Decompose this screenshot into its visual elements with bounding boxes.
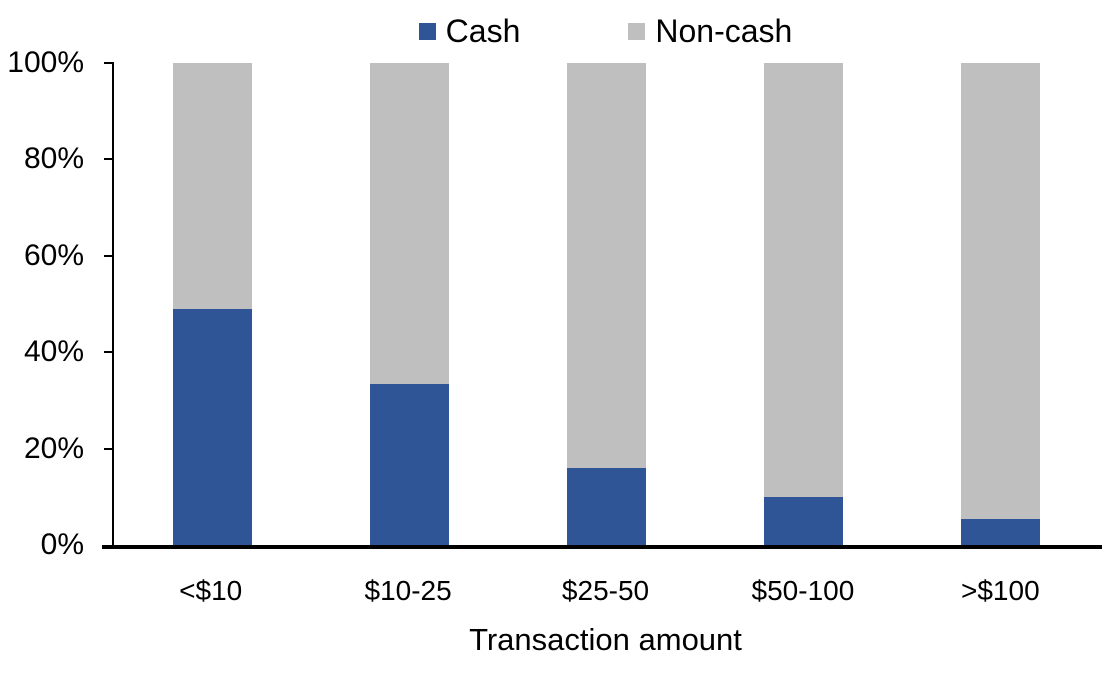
bar-cell-1 xyxy=(311,63,508,545)
y-tick-label: 60% xyxy=(23,238,84,272)
y-tick-label: 20% xyxy=(23,431,84,465)
bar-1 xyxy=(370,63,449,545)
bar-segment-cash-0 xyxy=(173,308,252,545)
y-tick-label: 80% xyxy=(23,142,84,176)
plot-area xyxy=(104,62,1099,545)
bar-cell-2 xyxy=(508,63,705,545)
bar-segment-cash-2 xyxy=(567,467,646,545)
bar-segment-cash-1 xyxy=(370,383,449,545)
legend-swatch-cash xyxy=(418,22,436,40)
legend-swatch-non-cash xyxy=(628,22,646,40)
bar-segment-non-cash-3 xyxy=(764,63,843,497)
y-tick-mark xyxy=(104,447,114,450)
x-tick-label-2: $25-50 xyxy=(561,575,650,606)
bar-segment-cash-4 xyxy=(961,518,1040,545)
bar-segment-non-cash-1 xyxy=(370,63,449,384)
bar-4 xyxy=(961,63,1040,545)
bars xyxy=(114,63,1099,545)
x-axis-labels: <$10 $10-25 $25-50 $50-100 >$100 xyxy=(112,574,1099,608)
x-tick-label-4: >$100 xyxy=(961,575,1040,606)
bar-0 xyxy=(173,63,252,545)
bar-cell-0 xyxy=(114,63,311,545)
x-axis-title: Transaction amount xyxy=(469,622,742,657)
x-tick-label-0: <$10 xyxy=(179,575,243,606)
y-tick-mark xyxy=(104,158,114,161)
x-axis-line xyxy=(102,545,1102,549)
bar-3 xyxy=(764,63,843,545)
bar-cell-3 xyxy=(705,63,902,545)
legend-item-cash: Cash xyxy=(418,12,521,50)
bar-segment-non-cash-2 xyxy=(567,63,646,468)
bar-segment-cash-3 xyxy=(764,496,843,545)
bar-segment-non-cash-4 xyxy=(961,63,1040,519)
y-tick-label: 0% xyxy=(40,528,84,561)
legend-item-non-cash: Non-cash xyxy=(628,12,792,50)
y-tick-mark xyxy=(104,62,114,64)
legend-label: Non-cash xyxy=(655,13,793,49)
bar-cell-4 xyxy=(902,63,1099,545)
legend-label: Cash xyxy=(445,13,521,49)
x-tick-label-3: $50-100 xyxy=(751,575,855,606)
y-axis-labels: 100% 80% 60% 40% 20% 0% xyxy=(0,48,84,560)
y-tick-mark xyxy=(104,254,114,257)
y-tick-mark xyxy=(104,351,114,354)
bar-segment-non-cash-0 xyxy=(173,63,252,309)
x-tick-label-1: $10-25 xyxy=(364,575,452,606)
legend: Cash Non-cash xyxy=(112,10,1099,52)
y-tick-label: 100% xyxy=(7,46,84,79)
bar-2 xyxy=(567,63,646,545)
y-tick-label: 40% xyxy=(23,335,84,369)
